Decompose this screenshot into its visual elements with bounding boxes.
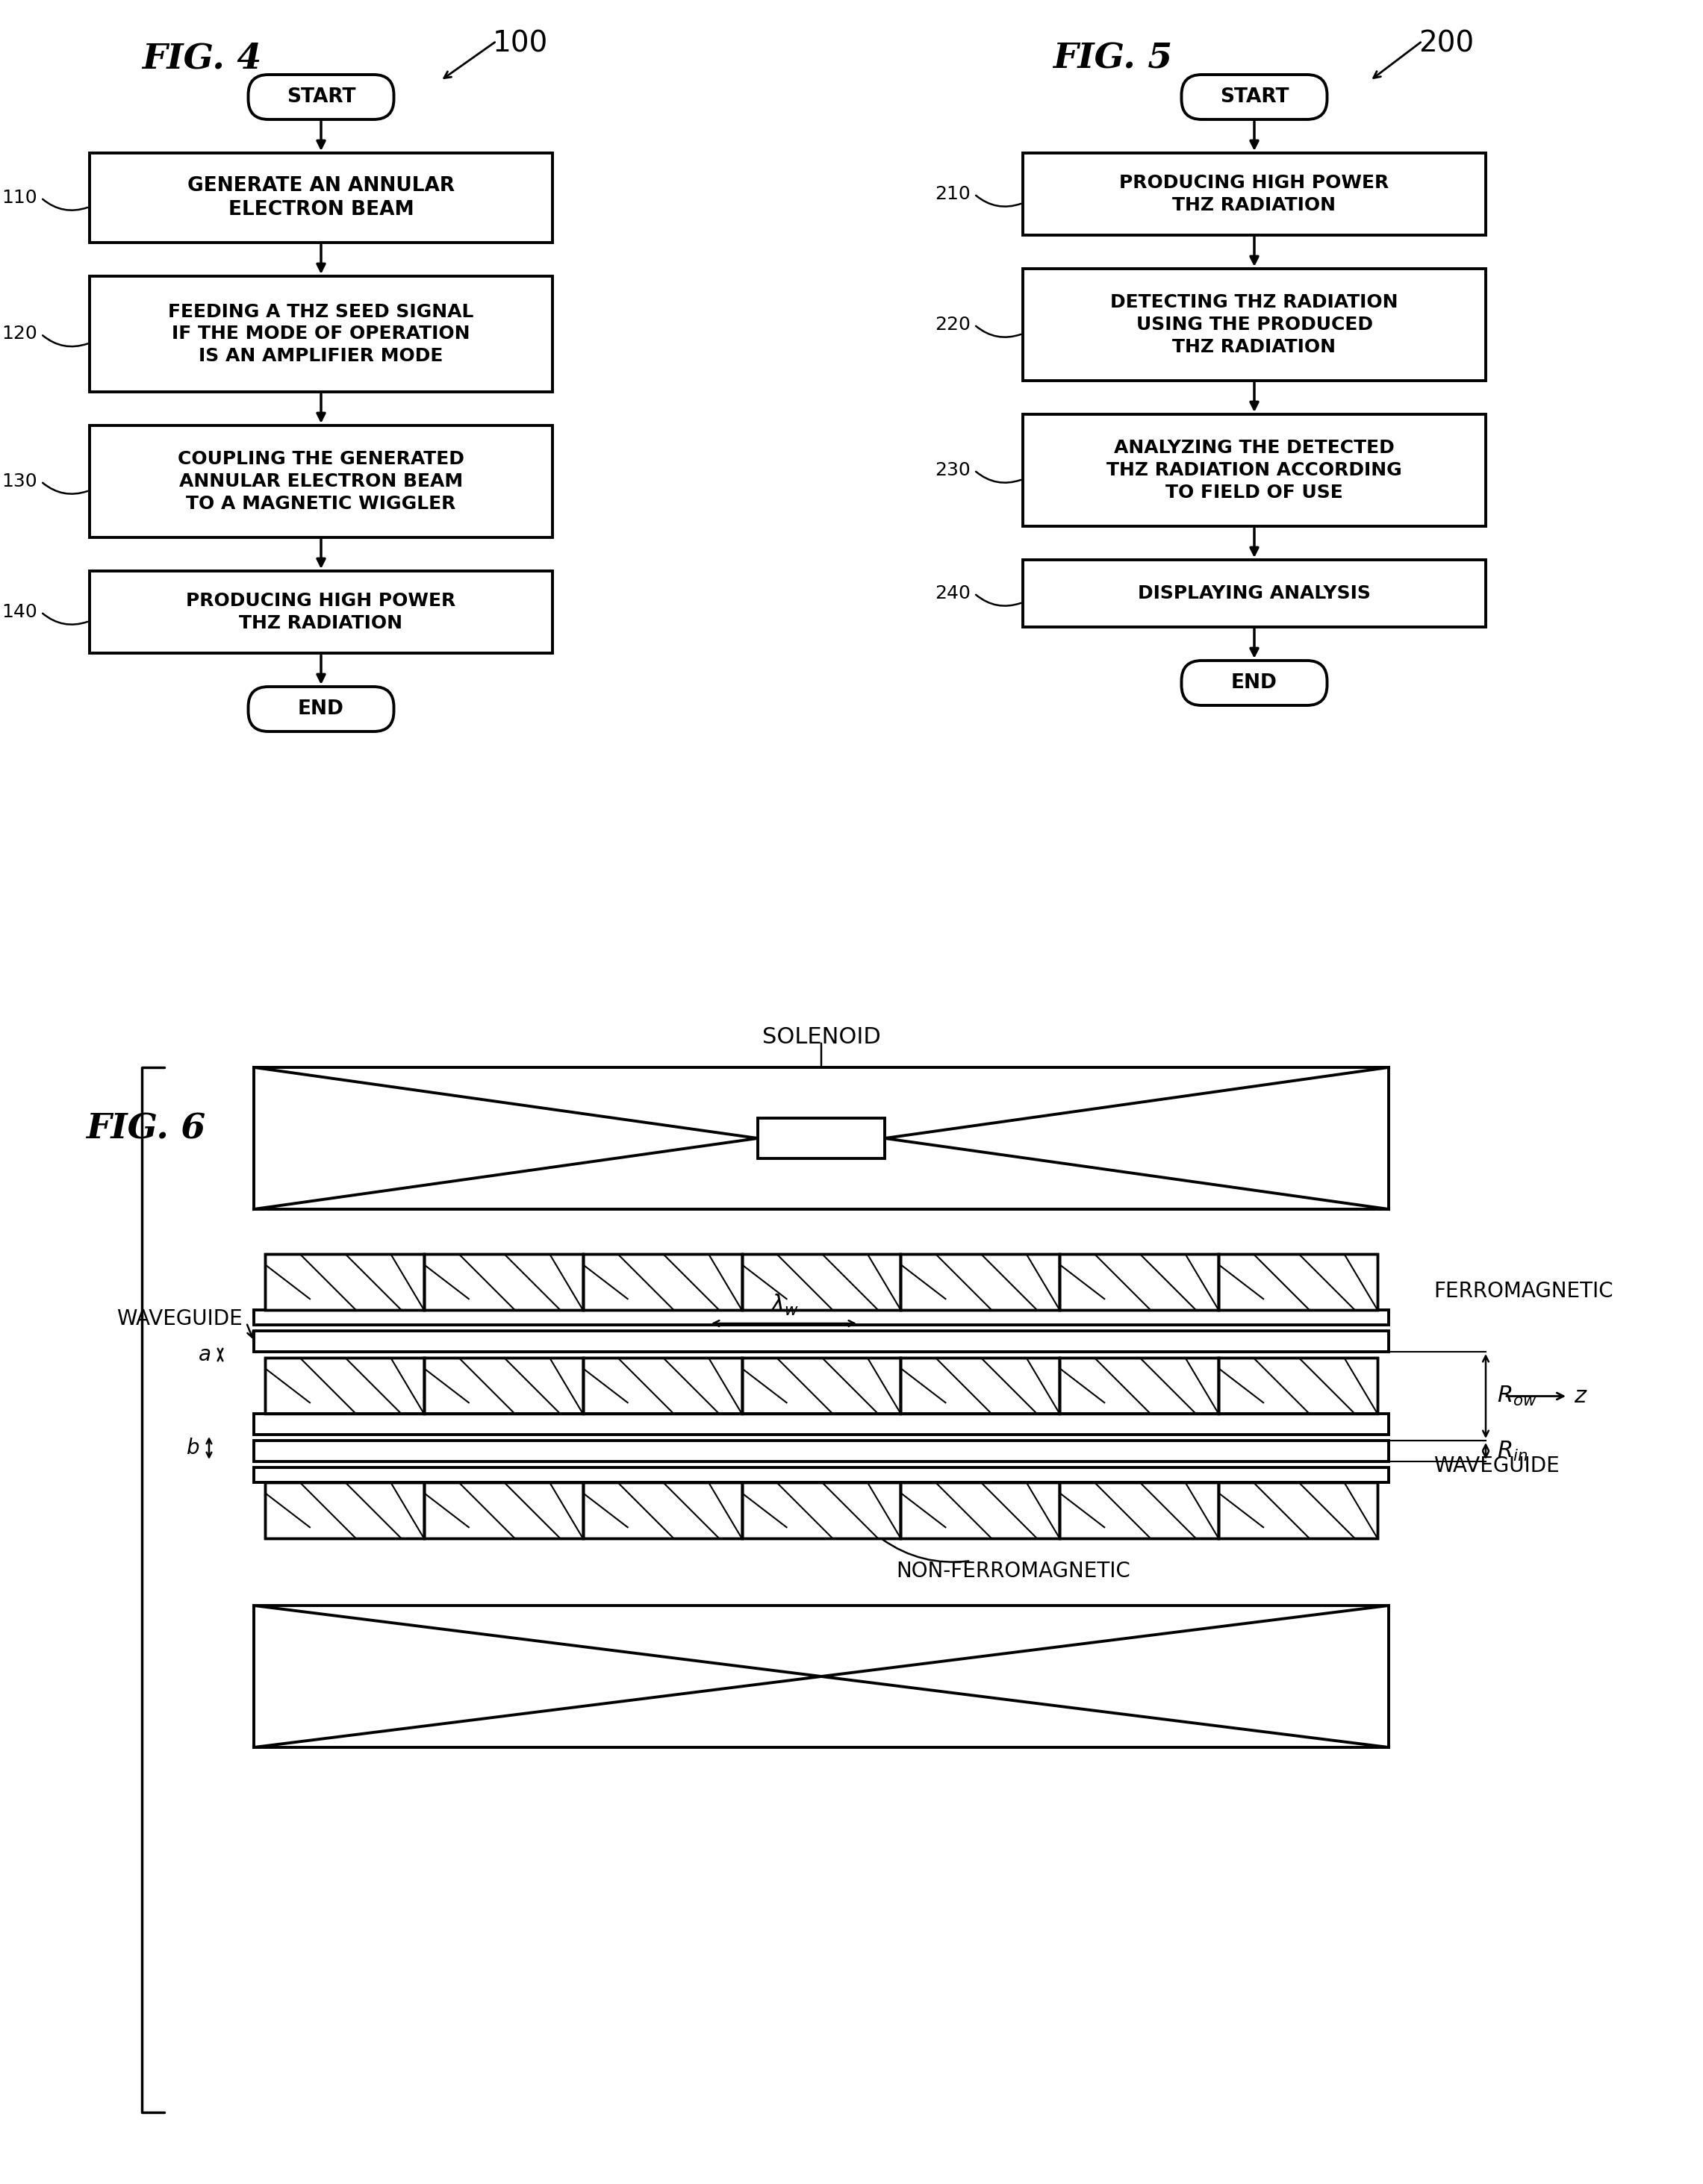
Text: COUPLING THE GENERATED
ANNULAR ELECTRON BEAM
TO A MAGNETIC WIGGLER: COUPLING THE GENERATED ANNULAR ELECTRON … — [177, 450, 465, 513]
Bar — [1219, 1358, 1378, 1413]
Bar — [582, 1483, 743, 1538]
Text: $\lambda_w$: $\lambda_w$ — [770, 1293, 799, 1317]
Bar — [254, 1413, 1388, 1435]
Bar — [758, 1118, 886, 1158]
Bar — [424, 1254, 582, 1310]
Bar — [1024, 153, 1485, 236]
Bar — [266, 1254, 424, 1310]
Bar — [582, 1358, 743, 1413]
Bar — [901, 1254, 1059, 1310]
Bar — [901, 1254, 1059, 1310]
Bar — [743, 1358, 901, 1413]
Text: 100: 100 — [492, 31, 548, 59]
Text: START: START — [1219, 87, 1289, 107]
Bar — [424, 1483, 582, 1538]
Bar — [1059, 1358, 1219, 1413]
Bar — [1219, 1254, 1378, 1310]
Text: FIG. 4: FIG. 4 — [141, 41, 261, 76]
Text: 240: 240 — [935, 585, 971, 603]
Bar — [582, 1254, 743, 1310]
Text: a: a — [199, 1345, 211, 1365]
Bar — [1219, 1358, 1378, 1413]
Text: GENERATE AN ANNULAR
ELECTRON BEAM: GENERATE AN ANNULAR ELECTRON BEAM — [187, 177, 455, 218]
FancyBboxPatch shape — [1182, 660, 1327, 705]
Text: PRODUCING HIGH POWER
THZ RADIATION: PRODUCING HIGH POWER THZ RADIATION — [1119, 175, 1390, 214]
Text: FIG. 5: FIG. 5 — [1052, 41, 1172, 76]
Bar — [254, 1605, 1388, 1747]
Bar — [582, 1483, 743, 1538]
Bar — [424, 1358, 582, 1413]
Bar — [901, 1358, 1059, 1413]
Text: 220: 220 — [935, 317, 971, 334]
Text: DETECTING THZ RADIATION
USING THE PRODUCED
THZ RADIATION: DETECTING THZ RADIATION USING THE PRODUC… — [1110, 293, 1398, 356]
Bar — [901, 1358, 1059, 1413]
Text: 140: 140 — [2, 603, 37, 620]
Text: 130: 130 — [2, 472, 37, 491]
Bar — [743, 1254, 901, 1310]
Bar — [743, 1358, 901, 1413]
Bar — [1059, 1483, 1219, 1538]
Bar — [1024, 559, 1485, 627]
Text: $R_{in}$: $R_{in}$ — [1497, 1439, 1528, 1463]
Text: 230: 230 — [935, 461, 971, 478]
Bar — [424, 1483, 582, 1538]
FancyBboxPatch shape — [1182, 74, 1327, 120]
Bar — [266, 1254, 424, 1310]
Text: ANALYZING THE DETECTED
THZ RADIATION ACCORDING
TO FIELD OF USE: ANALYZING THE DETECTED THZ RADIATION ACC… — [1107, 439, 1402, 502]
Text: 120: 120 — [2, 325, 37, 343]
Bar — [254, 1441, 1388, 1461]
Text: WAVEGUIDE: WAVEGUIDE — [118, 1308, 242, 1330]
Bar — [743, 1483, 901, 1538]
Bar — [424, 1358, 582, 1413]
Text: FIG. 6: FIG. 6 — [85, 1112, 206, 1147]
Bar — [266, 1483, 424, 1538]
Bar — [90, 570, 552, 653]
Text: START: START — [286, 87, 356, 107]
Text: DISPLAYING ANALYSIS: DISPLAYING ANALYSIS — [1138, 585, 1371, 603]
Bar — [266, 1358, 424, 1413]
Text: END: END — [298, 699, 344, 719]
Text: PRODUCING HIGH POWER
THZ RADIATION: PRODUCING HIGH POWER THZ RADIATION — [186, 592, 456, 631]
Bar — [266, 1483, 424, 1538]
Bar — [1219, 1483, 1378, 1538]
Bar — [901, 1483, 1059, 1538]
Bar — [1059, 1254, 1219, 1310]
Bar — [1059, 1483, 1219, 1538]
Bar — [90, 275, 552, 391]
Text: NON-FERROMAGNETIC: NON-FERROMAGNETIC — [896, 1562, 1131, 1581]
FancyBboxPatch shape — [249, 74, 393, 120]
Bar — [1024, 269, 1485, 380]
Text: 210: 210 — [935, 186, 971, 203]
Bar — [1059, 1254, 1219, 1310]
Bar — [90, 426, 552, 537]
Bar — [254, 1330, 1388, 1352]
Text: z: z — [1574, 1385, 1585, 1406]
Text: FERROMAGNETIC: FERROMAGNETIC — [1434, 1280, 1613, 1302]
Text: 200: 200 — [1419, 31, 1475, 59]
Bar — [743, 1483, 901, 1538]
Text: SOLENOID: SOLENOID — [761, 1026, 880, 1048]
Text: $R_{ow}$: $R_{ow}$ — [1497, 1385, 1538, 1409]
Text: b: b — [187, 1437, 199, 1459]
Bar — [1219, 1254, 1378, 1310]
Bar — [254, 1468, 1388, 1483]
Bar — [266, 1358, 424, 1413]
Bar — [743, 1254, 901, 1310]
Bar — [254, 1068, 1388, 1210]
FancyBboxPatch shape — [249, 686, 393, 732]
Bar — [582, 1358, 743, 1413]
Text: 110: 110 — [2, 188, 37, 207]
Text: $\lambda_w/2$: $\lambda_w/2$ — [760, 1481, 809, 1505]
Bar — [1219, 1483, 1378, 1538]
Bar — [582, 1254, 743, 1310]
Bar — [1024, 415, 1485, 526]
Text: END: END — [1231, 673, 1277, 692]
Bar — [901, 1483, 1059, 1538]
Bar — [424, 1254, 582, 1310]
Text: WAVEGUIDE: WAVEGUIDE — [1434, 1455, 1560, 1476]
Text: FEEDING A THZ SEED SIGNAL
IF THE MODE OF OPERATION
IS AN AMPLIFIER MODE: FEEDING A THZ SEED SIGNAL IF THE MODE OF… — [169, 304, 473, 365]
Bar — [254, 1310, 1388, 1326]
Bar — [90, 153, 552, 242]
Bar — [1059, 1358, 1219, 1413]
